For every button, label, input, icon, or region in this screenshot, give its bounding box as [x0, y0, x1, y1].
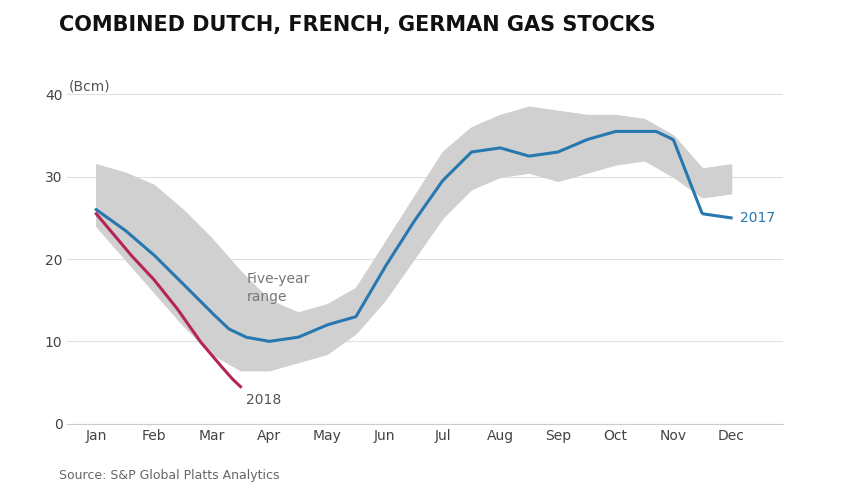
Text: 2018: 2018: [246, 393, 281, 407]
Text: 2017: 2017: [740, 211, 775, 225]
Text: COMBINED DUTCH, FRENCH, GERMAN GAS STOCKS: COMBINED DUTCH, FRENCH, GERMAN GAS STOCK…: [59, 15, 656, 35]
Text: (Bcm): (Bcm): [68, 79, 110, 94]
Text: Five-year
range: Five-year range: [246, 272, 310, 304]
Text: Source: S&P Global Platts Analytics: Source: S&P Global Platts Analytics: [59, 469, 280, 482]
